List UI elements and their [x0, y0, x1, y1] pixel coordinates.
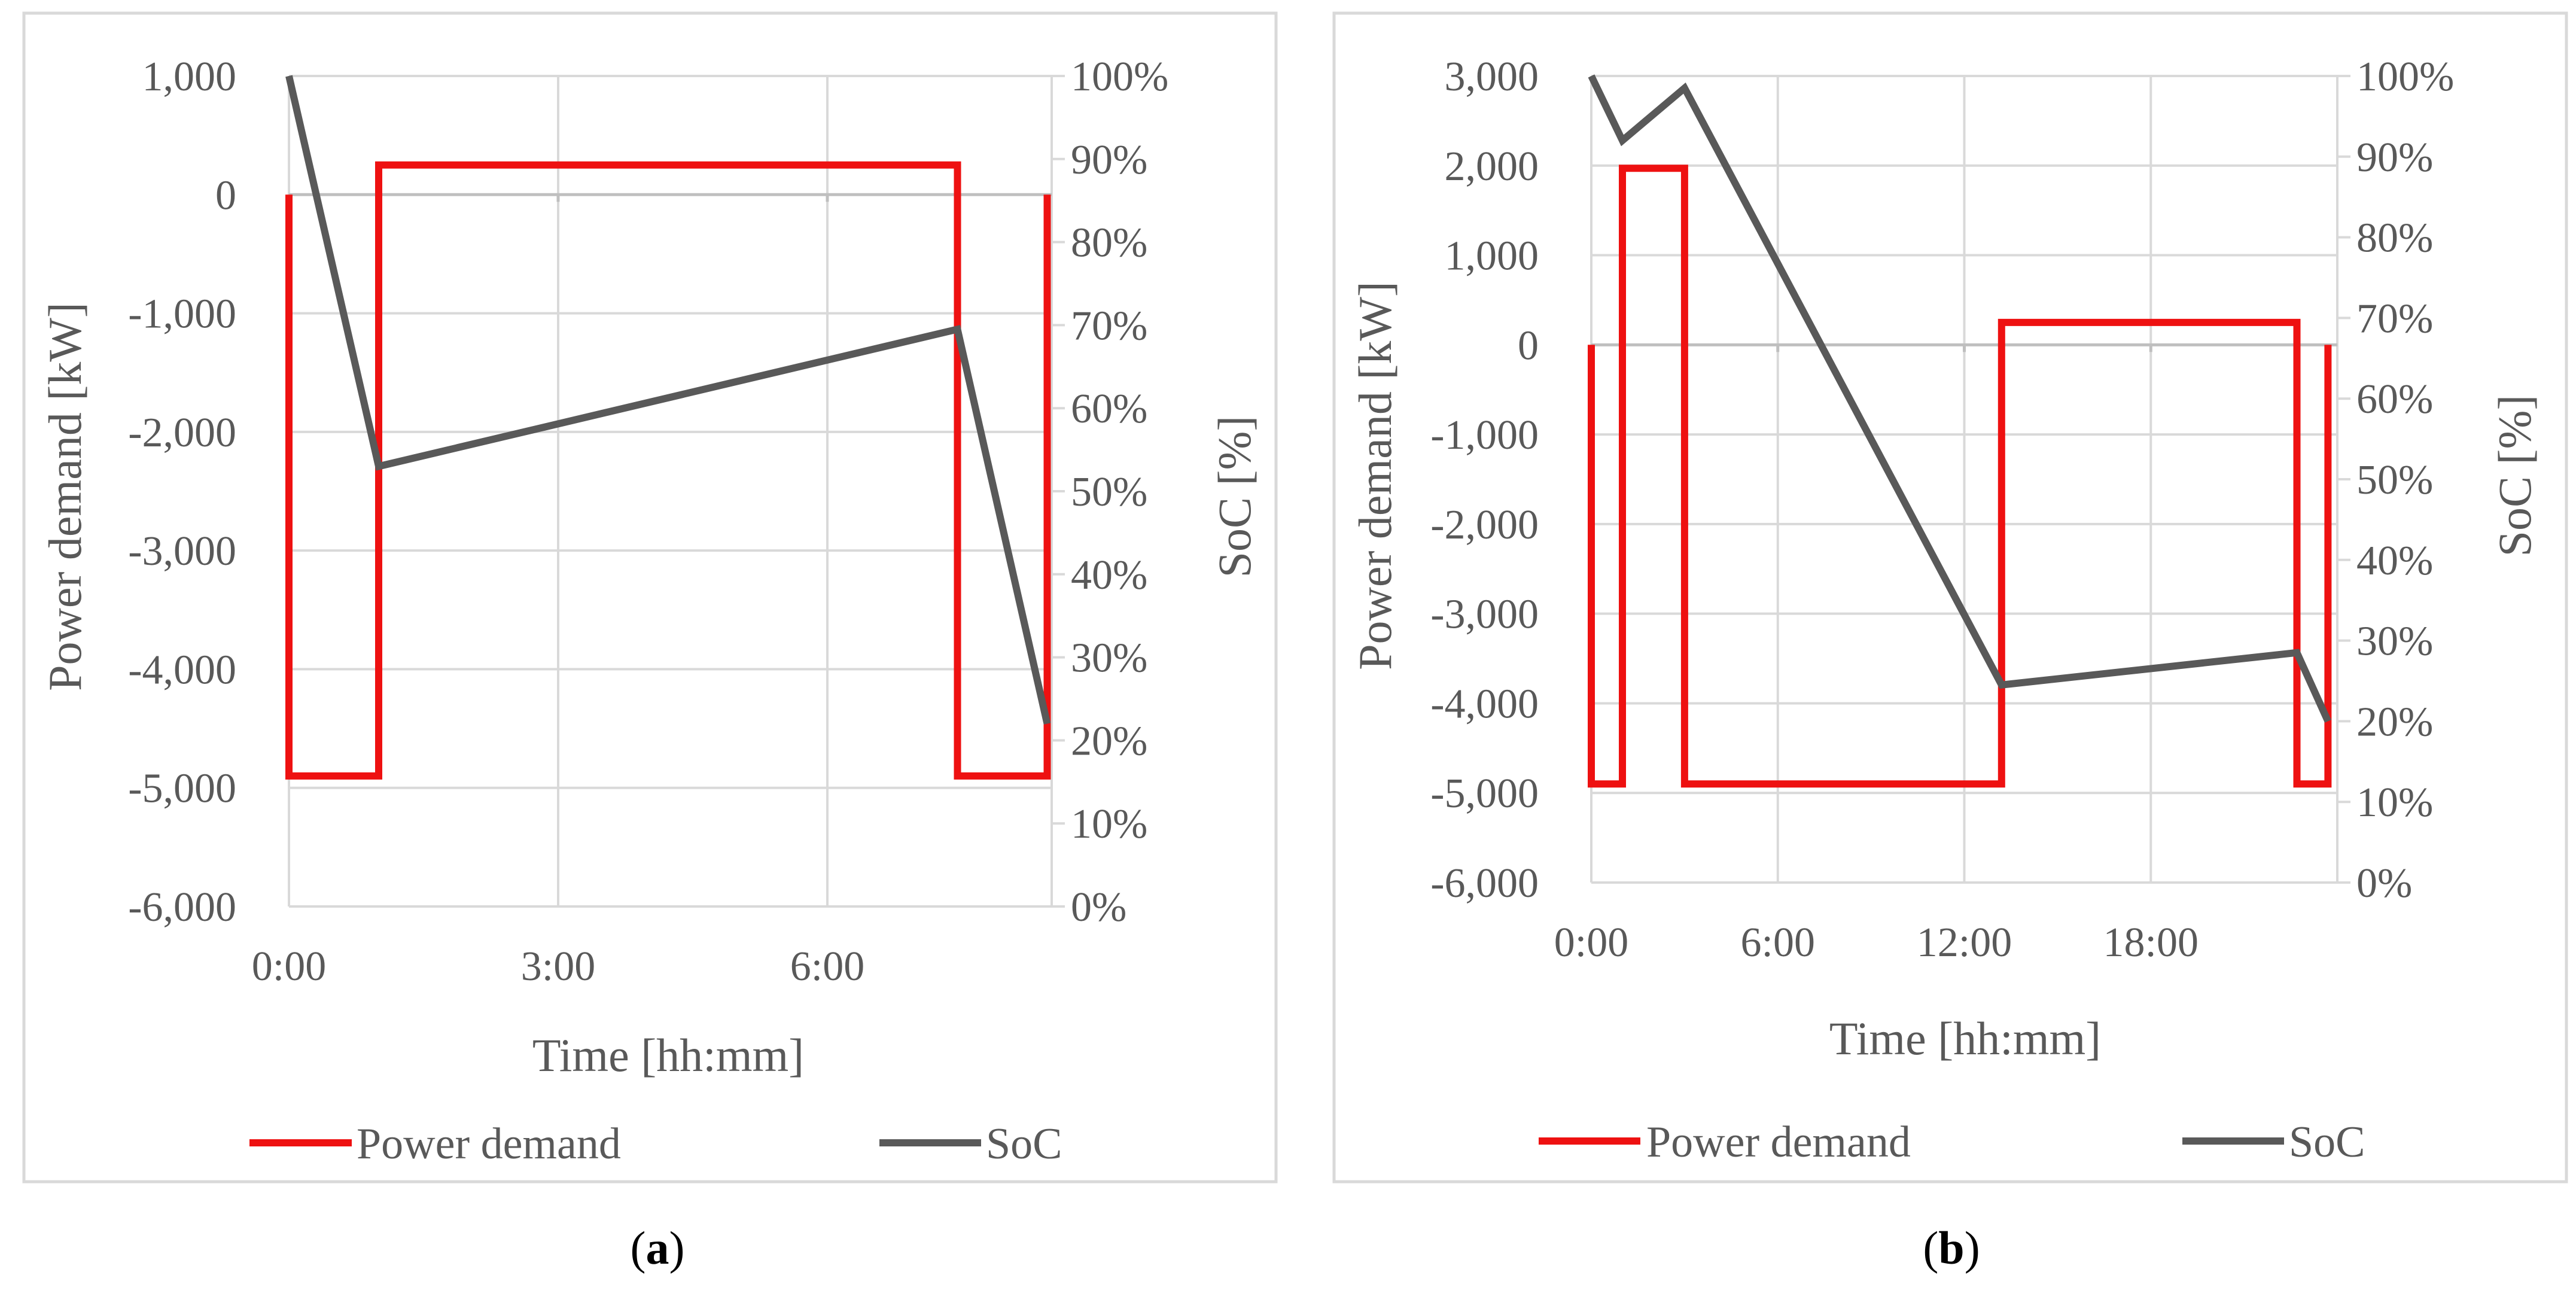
y-tick-label: -2,000: [128, 410, 236, 456]
y2-tick-label: 80%: [2356, 215, 2433, 261]
y-axis-right-a: 100% 90% 80% 70% 60% 50% 40% 30% 20% 10% 0%: [1052, 54, 1168, 930]
y-tick-label: -3,000: [1430, 592, 1539, 638]
y2-tick-label: 40%: [2356, 538, 2433, 584]
y2-tick-label: 40%: [1071, 552, 1147, 598]
y2-tick-label: 100%: [1071, 54, 1168, 100]
y-tick-label: 2,000: [1445, 144, 1539, 190]
y-tick-label: -2,000: [1430, 502, 1539, 548]
caption-letter-b: b: [1938, 1222, 1964, 1274]
chart-panel-a: 1,000 0 -1,000 -2,000 -3,000 -4,000 -5,000 -6,0…: [22, 11, 1278, 1184]
y2-tick-label: 70%: [2356, 296, 2433, 342]
y2-tick-label: 10%: [1071, 801, 1147, 847]
y2-tick-label: 50%: [2356, 457, 2433, 503]
y2-tick-label: 60%: [2356, 376, 2433, 422]
y2-axis-title-a: SoC [%]: [1208, 416, 1260, 578]
caption-letter-a: a: [646, 1222, 669, 1274]
caption-b: (b): [1923, 1222, 1980, 1274]
y-tick-label: 3,000: [1445, 54, 1539, 100]
x-tick-label: 18:00: [2103, 920, 2199, 966]
soc-line-a: [285, 75, 1051, 725]
legend-label-soc-a: SoC: [986, 1119, 1062, 1169]
x-axis-a: 0:00 3:00 6:00: [252, 194, 864, 990]
y-tick-label: 1,000: [142, 54, 237, 100]
y2-tick-label: 0%: [2356, 860, 2412, 906]
y-axis-left-a: 1,000 0 -1,000 -2,000 -3,000 -4,000 -5,000 -6,0…: [128, 54, 236, 930]
x-tick-label: 6:00: [1741, 920, 1815, 966]
y-axis-title-a: Power demand [kW]: [39, 302, 91, 691]
y2-tick-label: 20%: [1071, 718, 1147, 764]
y2-tick-label: 10%: [2356, 780, 2433, 826]
y-tick-label: -3,000: [128, 528, 236, 574]
legend-a: Power demand SoC: [249, 1119, 1062, 1169]
y2-tick-label: 30%: [2356, 619, 2433, 665]
x-tick-label: 0:00: [1554, 920, 1628, 966]
chart-panel-b: 3,000 2,000 1,000 0 -1,000 -2,000 -3,000 -4,000…: [1332, 11, 2568, 1184]
y-tick-label: -1,000: [128, 291, 236, 337]
y-tick-label: -4,000: [1430, 681, 1539, 727]
y2-axis-title-b: SoC [%]: [2489, 395, 2541, 557]
x-axis-b: 0:00 6:00 12:00 18:00: [1554, 345, 2199, 966]
x-axis-title-a: Time [hh:mm]: [532, 1029, 804, 1081]
power-demand-line-b: [1588, 165, 2332, 788]
chart-frame-b: [1332, 11, 2568, 1184]
y-tick-label: 0: [215, 172, 236, 218]
x-tick-label: 12:00: [1917, 920, 2012, 966]
y2-tick-label: 100%: [2356, 54, 2454, 100]
chart-frame-a: [22, 11, 1278, 1184]
y2-tick-label: 70%: [1071, 303, 1147, 349]
legend-b: Power demand SoC: [1539, 1118, 2365, 1167]
series-group-a: [285, 75, 1051, 780]
y2-tick-label: 30%: [1071, 635, 1147, 682]
legend-label-power-a: Power demand: [357, 1119, 621, 1169]
x-tick-label: 0:00: [252, 944, 326, 990]
y-tick-label: 1,000: [1445, 233, 1539, 279]
caption-a: (a): [631, 1222, 685, 1274]
y2-tick-label: 0%: [1071, 884, 1126, 930]
y2-tick-label: 60%: [1071, 386, 1147, 432]
y-tick-label: -4,000: [128, 647, 236, 693]
y-tick-label: -5,000: [1430, 771, 1539, 817]
soc-line-b: [1588, 74, 2331, 723]
y-tick-label: 0: [1518, 323, 1539, 369]
power-demand-line-a: [285, 161, 1051, 780]
y-tick-label: -1,000: [1430, 412, 1539, 458]
y-tick-label: -6,000: [1430, 860, 1539, 906]
y2-tick-label: 80%: [1071, 220, 1147, 266]
legend-label-power-b: Power demand: [1646, 1118, 1911, 1167]
x-tick-label: 3:00: [521, 944, 595, 990]
x-axis-title-b: Time [hh:mm]: [1829, 1012, 2101, 1064]
y-tick-label: -5,000: [128, 766, 236, 812]
y2-tick-label: 90%: [1071, 137, 1147, 183]
series-group-b: [1588, 74, 2332, 788]
y2-tick-label: 50%: [1071, 469, 1147, 515]
y-axis-title-b: Power demand [kW]: [1349, 281, 1401, 670]
legend-label-soc-b: SoC: [2289, 1118, 2365, 1167]
y2-tick-label: 20%: [2356, 699, 2433, 745]
x-tick-label: 6:00: [790, 944, 864, 990]
y2-tick-label: 90%: [2356, 135, 2433, 181]
y-tick-label: -6,000: [128, 884, 236, 930]
y-axis-left-b: 3,000 2,000 1,000 0 -1,000 -2,000 -3,000 -4,000…: [1430, 54, 1539, 906]
y-axis-right-b: 100% 90% 80% 70% 60% 50% 40% 30% 20% 10% 0%: [2337, 54, 2454, 906]
